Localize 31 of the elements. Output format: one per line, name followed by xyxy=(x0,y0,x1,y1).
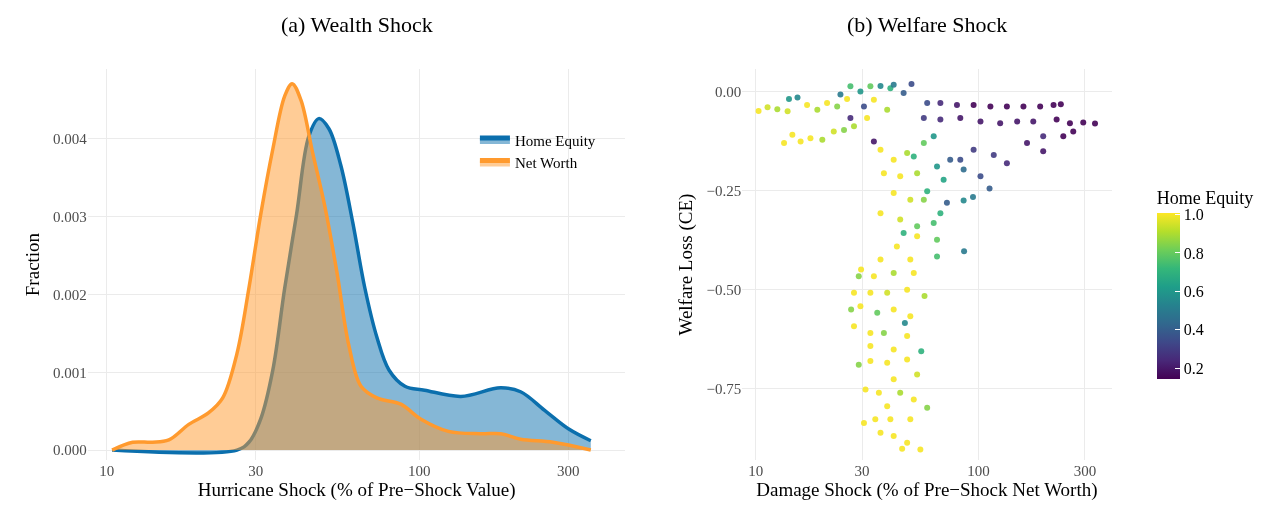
color-bar-label: 0.8 xyxy=(1183,244,1204,262)
chart-title: (b) Welfare Shock xyxy=(847,12,1008,37)
y-tick-label: 0.002 xyxy=(53,286,87,303)
color-bar-label: 0.4 xyxy=(1183,321,1204,339)
y-tick-label: 0.003 xyxy=(53,208,87,225)
x-tick-label: 30 xyxy=(854,463,870,480)
y-tick-label: 0.00 xyxy=(715,83,742,100)
x-tick-label: 300 xyxy=(557,463,580,480)
color-bar-label: 1.0 xyxy=(1183,206,1204,224)
color-bar-title: Home Equity xyxy=(1156,188,1254,209)
x-axis-title: Damage Shock (% of Pre−Shock Net Worth) xyxy=(756,479,1098,502)
color-bar-label: 0.6 xyxy=(1183,282,1204,300)
x-tick-label: 300 xyxy=(1073,463,1097,480)
y-tick-label: 0.004 xyxy=(53,131,88,148)
x-tick-label: 10 xyxy=(99,463,115,480)
x-tick-label: 30 xyxy=(248,463,264,480)
x-tick-label: 10 xyxy=(748,463,764,480)
color-bar-label: 0.2 xyxy=(1183,359,1204,377)
y-axis-title: Fraction xyxy=(21,232,43,297)
y-axis-title: Welfare Loss (CE) xyxy=(675,193,698,336)
x-axis-title: Hurricane Shock (% of Pre−Shock Value) xyxy=(197,479,516,502)
chart-title: (a) Wealth Shock xyxy=(281,12,433,37)
y-tick-label: 0.001 xyxy=(53,364,87,381)
x-tick-label: 100 xyxy=(407,463,431,480)
y-tick-label: −0.50 xyxy=(706,281,742,298)
y-tick-label: −0.25 xyxy=(706,182,742,199)
legend-label: Home Equity xyxy=(514,132,596,149)
x-tick-label: 100 xyxy=(967,463,990,480)
legend-label: Net Worth xyxy=(514,155,578,172)
y-tick-label: −0.75 xyxy=(706,381,742,398)
y-tick-label: 0.000 xyxy=(53,442,87,459)
